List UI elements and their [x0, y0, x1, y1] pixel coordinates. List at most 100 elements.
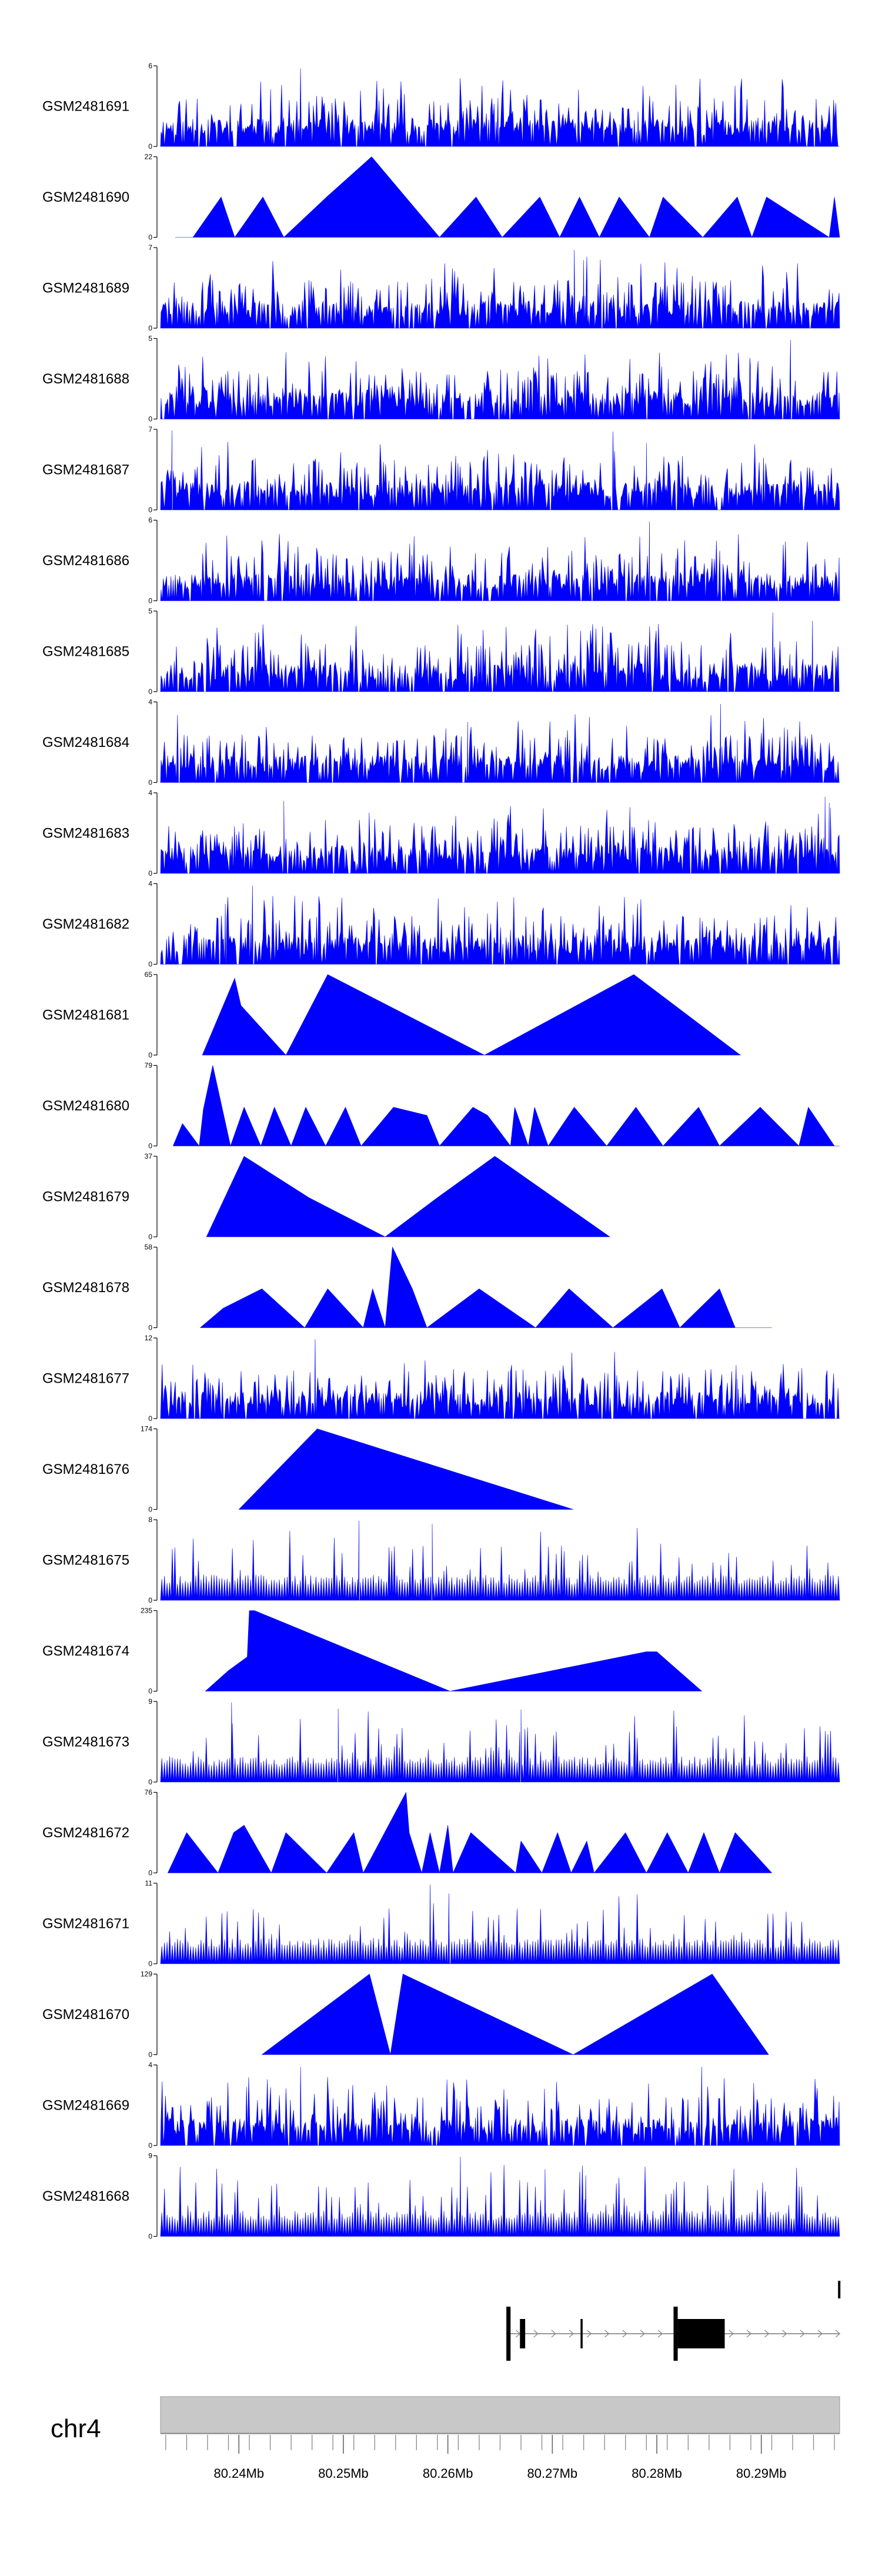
y-max-label: 6: [148, 516, 152, 525]
strand-arrow: [604, 2330, 610, 2338]
y-min-label: 0: [148, 1414, 152, 1423]
strand-arrow: [782, 2330, 787, 2338]
strand-arrow: [817, 2330, 823, 2338]
x-tick-label: 80.24Mb: [213, 2466, 264, 2481]
track-label: GSM2481687: [42, 462, 129, 478]
gene-exon: [580, 2319, 583, 2348]
track-label: GSM2481678: [42, 1280, 129, 1296]
signal-area: [160, 521, 840, 601]
y-max-label: 4: [148, 880, 152, 888]
track-GSM2481691: GSM2481691 6 0: [42, 62, 840, 151]
signal-area: [167, 1791, 773, 1874]
y-min-label: 0: [148, 1960, 152, 1968]
signal-tracks: GSM248169160GSM2481690220GSM248168970GSM…: [42, 62, 840, 2241]
track-label: GSM2481682: [42, 916, 129, 932]
gene-end-marker: [838, 2281, 841, 2298]
signal-area: [160, 68, 840, 147]
y-min-label: 0: [148, 506, 152, 514]
strand-arrow: [586, 2330, 592, 2338]
track-GSM2481685: GSM2481685 5 0: [42, 607, 840, 696]
genome-axis: chr4 80.24Mb 80.25Mb 80.26Mb 80.27Mb 80.28Mb…: [51, 2396, 840, 2481]
y-min-label: 0: [148, 1596, 152, 1604]
signal-area: [160, 2067, 840, 2146]
y-min-label: 0: [148, 1869, 152, 1877]
signal-area: [160, 1339, 840, 1419]
y-max-label: 4: [148, 2061, 152, 2069]
strand-arrow: [622, 2330, 627, 2338]
signal-area: [160, 796, 840, 874]
y-min-label: 0: [148, 324, 152, 332]
signal-area: [160, 612, 840, 692]
strand-arrow: [551, 2330, 556, 2338]
strand-arrow: [746, 2330, 752, 2338]
signal-area: [160, 1520, 840, 1601]
strand-arrow: [800, 2330, 805, 2338]
strand-arrow: [533, 2330, 539, 2338]
signal-area: [261, 1973, 769, 2055]
track-GSM2481686: GSM2481686 6 0: [42, 516, 840, 605]
strand-arrow: [729, 2330, 734, 2338]
y-max-label: 129: [141, 1970, 152, 1978]
y-max-label: 65: [145, 970, 153, 979]
signal-area: [205, 1610, 703, 1691]
y-min-label: 0: [148, 2233, 152, 2241]
y-min-label: 0: [148, 142, 152, 151]
y-max-label: 4: [148, 789, 152, 797]
y-min-label: 0: [148, 1506, 152, 1514]
track-label: GSM2481689: [42, 281, 129, 296]
strand-arrow: [764, 2330, 770, 2338]
track-GSM2481683: GSM2481683 4 0: [42, 789, 840, 877]
signal-area: [160, 885, 840, 965]
strand-arrow: [569, 2330, 574, 2338]
track-label: GSM2481685: [42, 644, 129, 660]
y-max-label: 58: [145, 1243, 153, 1252]
track-label: GSM2481668: [42, 2188, 129, 2204]
y-min-label: 0: [148, 2051, 152, 2059]
track-GSM2481676: GSM2481676 174 0: [42, 1425, 573, 1514]
y-min-label: 0: [148, 1324, 152, 1332]
y-min-label: 0: [148, 415, 152, 423]
track-GSM2481684: GSM2481684 4 0: [42, 698, 840, 787]
track-label: GSM2481686: [42, 553, 129, 569]
track-label: GSM2481671: [42, 1916, 129, 1932]
track-label: GSM2481681: [42, 1007, 129, 1023]
track-GSM2481690: GSM2481690 22 0: [42, 153, 840, 242]
track-GSM2481673: GSM2481673 9 0: [42, 1697, 840, 1786]
gene-exon: [506, 2307, 511, 2361]
gene-exon: [673, 2307, 678, 2361]
y-max-label: 7: [148, 243, 152, 252]
x-tick-label: 80.28Mb: [632, 2466, 682, 2481]
y-max-label: 235: [141, 1607, 152, 1615]
y-max-label: 9: [148, 2152, 152, 2160]
track-label: GSM2481674: [42, 1643, 129, 1659]
track-GSM2481671: GSM2481671 11 0: [42, 1879, 840, 1968]
chromosome-label: chr4: [51, 2414, 101, 2443]
signal-area: [160, 340, 840, 419]
track-label: GSM2481679: [42, 1189, 129, 1205]
y-min-label: 0: [148, 1687, 152, 1696]
y-max-label: 9: [148, 1697, 152, 1706]
signal-area: [160, 430, 840, 510]
y-max-label: 5: [148, 607, 152, 615]
track-GSM2481670: GSM2481670 129 0: [42, 1970, 769, 2059]
y-max-label: 8: [148, 1516, 152, 1524]
y-min-label: 0: [148, 779, 152, 787]
signal-area: [160, 1702, 840, 1783]
strand-arrow: [657, 2330, 663, 2338]
track-label: GSM2481683: [42, 826, 129, 842]
x-tick-label: 80.29Mb: [736, 2466, 787, 2481]
track-GSM2481682: GSM2481682 4 0: [42, 880, 840, 969]
track-label: GSM2481672: [42, 1825, 129, 1841]
signal-area: [202, 974, 741, 1056]
track-GSM2481669: GSM2481669 4 0: [42, 2061, 840, 2150]
y-max-label: 7: [148, 425, 152, 433]
x-tick-label: 80.25Mb: [318, 2466, 369, 2481]
y-max-label: 79: [145, 1062, 153, 1070]
signal-area: [172, 1065, 840, 1147]
y-min-label: 0: [148, 233, 152, 242]
track-label: GSM2481690: [42, 189, 129, 205]
y-min-label: 0: [148, 2141, 152, 2150]
strand-arrow: [640, 2330, 645, 2338]
y-max-label: 22: [145, 153, 153, 161]
signal-area: [160, 2157, 840, 2237]
